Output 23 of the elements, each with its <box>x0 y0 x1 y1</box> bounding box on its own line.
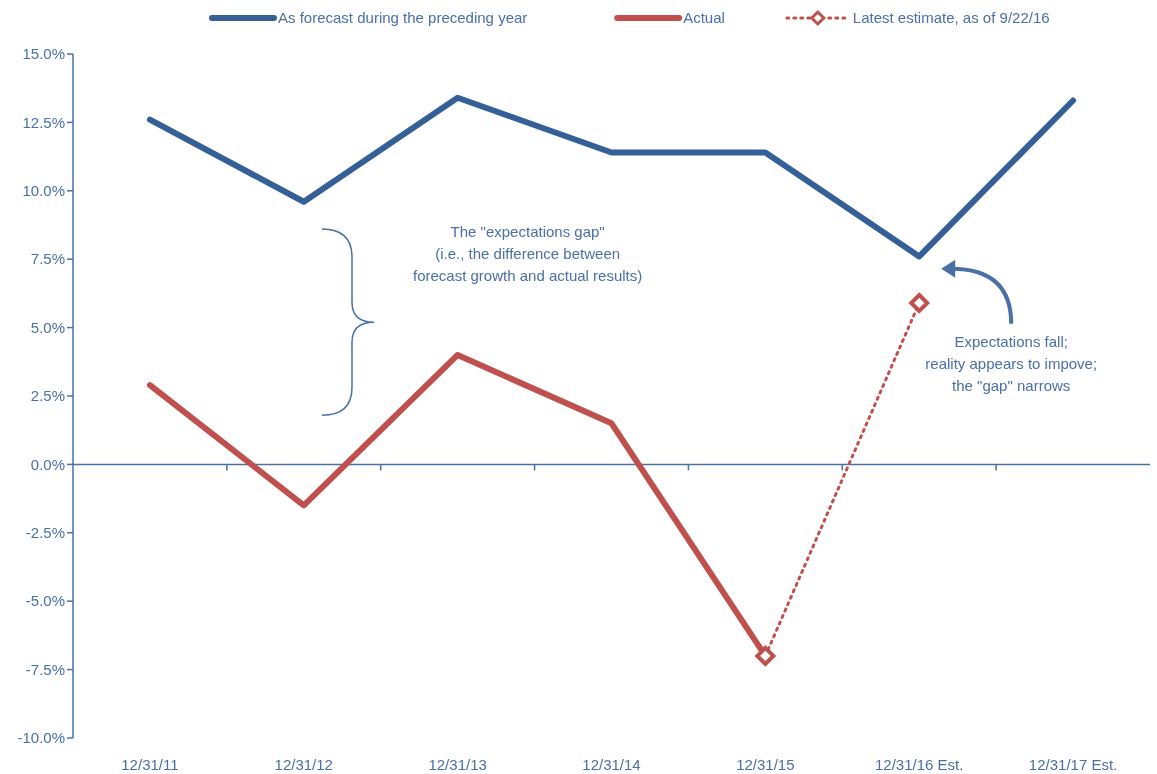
legend-label: Actual <box>683 9 725 26</box>
y-tick-label: 2.5% <box>30 387 65 405</box>
y-tick-label: -10.0% <box>17 729 65 747</box>
x-tick-label: 12/31/12 <box>274 756 333 773</box>
y-tick-label: -7.5% <box>25 660 65 678</box>
annotation: Expectations fall; reality appears to impove; the "gap" narrows <box>925 332 1098 394</box>
y-tick-label: 15.0% <box>22 45 65 63</box>
y-tick-label: 10.0% <box>22 182 65 200</box>
y-tick-label: -2.5% <box>25 524 65 542</box>
y-tick-label: 5.0% <box>30 318 65 336</box>
y-tick-label: 12.5% <box>22 113 65 131</box>
y-tick-label: -5.0% <box>25 592 65 610</box>
x-tick-label: 12/31/11 <box>121 756 179 773</box>
x-tick-label: 12/31/17 Est. <box>1028 756 1118 773</box>
annotation: The "expectations gap" (i.e., the difference between forecast growth and actual results) <box>413 223 643 285</box>
legend-label: Latest estimate, as of 9/22/16 <box>852 9 1050 26</box>
x-tick-label: 12/31/15 <box>736 756 795 773</box>
x-tick-label: 12/31/13 <box>428 756 487 773</box>
x-tick-label: 12/31/16 Est. <box>875 756 964 773</box>
legend-label: As forecast during the preceding year <box>278 9 528 26</box>
y-tick-label: 7.5% <box>30 250 65 268</box>
y-tick-label: 0.0% <box>30 455 65 473</box>
x-tick-label: 12/31/14 <box>582 756 641 773</box>
